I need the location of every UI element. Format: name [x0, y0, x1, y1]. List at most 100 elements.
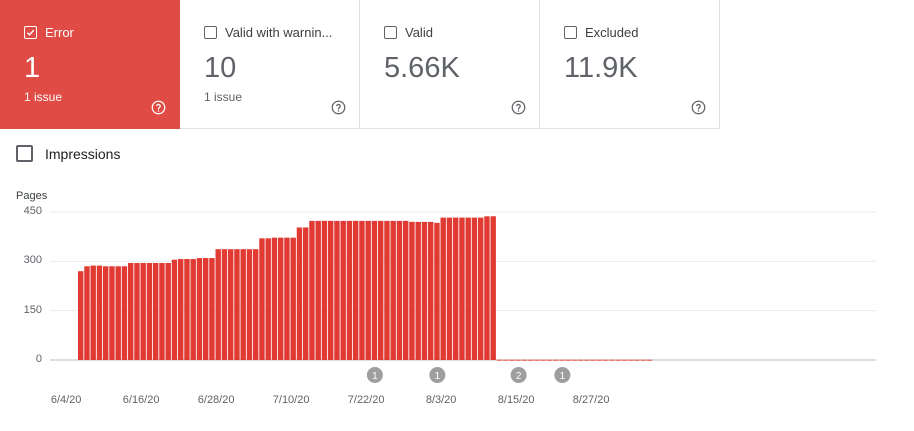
- bar[interactable]: [509, 359, 515, 361]
- bar[interactable]: [396, 220, 403, 360]
- bar[interactable]: [221, 249, 228, 360]
- bar[interactable]: [90, 265, 96, 360]
- bar[interactable]: [578, 359, 584, 361]
- bar[interactable]: [453, 217, 459, 360]
- bar[interactable]: [490, 216, 496, 360]
- bar[interactable]: [628, 359, 634, 361]
- bar[interactable]: [228, 249, 234, 360]
- bar[interactable]: [271, 237, 278, 360]
- bar[interactable]: [421, 221, 428, 360]
- bar[interactable]: [153, 262, 159, 360]
- bar[interactable]: [140, 262, 146, 360]
- tile-valid-with-warnings[interactable]: Valid with warnin... 10 1 issue: [180, 0, 360, 129]
- bar[interactable]: [190, 259, 196, 360]
- checkbox-icon[interactable]: [564, 26, 577, 39]
- bar[interactable]: [128, 262, 134, 360]
- bar[interactable]: [84, 266, 90, 360]
- bar[interactable]: [565, 359, 571, 361]
- bar[interactable]: [465, 217, 471, 360]
- annotation-marker[interactable]: 1: [429, 367, 446, 383]
- bar[interactable]: [146, 262, 153, 360]
- bar[interactable]: [178, 259, 184, 360]
- bar[interactable]: [621, 359, 628, 361]
- bar[interactable]: [384, 220, 390, 360]
- bar[interactable]: [328, 220, 334, 360]
- bar[interactable]: [634, 359, 640, 361]
- bar[interactable]: [640, 359, 646, 361]
- bar[interactable]: [378, 220, 384, 360]
- bar[interactable]: [265, 238, 271, 360]
- bar[interactable]: [165, 262, 171, 360]
- help-icon[interactable]: [691, 100, 706, 115]
- bar[interactable]: [240, 249, 246, 360]
- annotation-marker[interactable]: 1: [554, 367, 571, 383]
- bar[interactable]: [115, 266, 121, 360]
- bar[interactable]: [359, 220, 365, 360]
- bar[interactable]: [546, 359, 553, 361]
- bar[interactable]: [540, 359, 546, 361]
- bar[interactable]: [209, 258, 215, 360]
- bar[interactable]: [103, 266, 109, 360]
- bar[interactable]: [309, 220, 315, 360]
- bar[interactable]: [184, 259, 190, 360]
- bar[interactable]: [303, 227, 309, 360]
- bar[interactable]: [340, 220, 346, 360]
- bar[interactable]: [603, 359, 609, 361]
- bar[interactable]: [471, 217, 478, 360]
- bar[interactable]: [403, 220, 409, 360]
- bar[interactable]: [390, 220, 396, 360]
- bar[interactable]: [521, 359, 528, 361]
- bar[interactable]: [553, 359, 559, 361]
- bar[interactable]: [284, 237, 290, 360]
- bar[interactable]: [459, 217, 465, 360]
- bar[interactable]: [121, 266, 128, 360]
- checkbox-icon[interactable]: [204, 26, 217, 39]
- bar[interactable]: [615, 359, 621, 361]
- bar[interactable]: [409, 221, 415, 360]
- bar[interactable]: [315, 220, 321, 360]
- bar[interactable]: [109, 266, 115, 360]
- bar[interactable]: [446, 217, 453, 360]
- tile-excluded[interactable]: Excluded 11.9K: [540, 0, 720, 129]
- bar[interactable]: [253, 249, 259, 360]
- tile-valid[interactable]: Valid 5.66K: [360, 0, 540, 129]
- help-icon[interactable]: [151, 100, 166, 115]
- bar[interactable]: [296, 227, 303, 360]
- bar[interactable]: [346, 220, 353, 360]
- bar[interactable]: [196, 258, 203, 360]
- bar[interactable]: [215, 249, 221, 360]
- bar[interactable]: [246, 249, 253, 360]
- bar[interactable]: [259, 238, 265, 360]
- bar[interactable]: [353, 220, 359, 360]
- bar[interactable]: [440, 217, 446, 360]
- bar[interactable]: [278, 237, 284, 360]
- bar[interactable]: [484, 216, 490, 360]
- bar[interactable]: [159, 262, 165, 360]
- tile-error[interactable]: Error 1 1 issue: [0, 0, 180, 129]
- bar[interactable]: [371, 220, 378, 360]
- bar[interactable]: [534, 359, 540, 361]
- impressions-toggle[interactable]: Impressions: [16, 145, 120, 162]
- bar[interactable]: [203, 258, 209, 360]
- bar[interactable]: [478, 217, 484, 360]
- bar[interactable]: [365, 220, 371, 360]
- bar[interactable]: [434, 222, 440, 360]
- bar[interactable]: [528, 359, 534, 361]
- annotation-marker[interactable]: 1: [366, 367, 383, 383]
- impressions-checkbox[interactable]: [16, 145, 33, 162]
- bar[interactable]: [584, 359, 590, 361]
- bar[interactable]: [515, 359, 521, 361]
- bar[interactable]: [590, 359, 596, 361]
- annotation-marker[interactable]: 2: [510, 367, 527, 383]
- help-icon[interactable]: [331, 100, 346, 115]
- bar[interactable]: [559, 359, 565, 361]
- help-icon[interactable]: [511, 100, 526, 115]
- bar[interactable]: [171, 259, 178, 360]
- bar[interactable]: [428, 221, 434, 360]
- bar[interactable]: [78, 271, 84, 360]
- checkbox-icon[interactable]: [384, 26, 397, 39]
- bar[interactable]: [334, 220, 340, 360]
- bar[interactable]: [96, 265, 103, 360]
- bar[interactable]: [496, 359, 503, 361]
- bar[interactable]: [571, 359, 578, 361]
